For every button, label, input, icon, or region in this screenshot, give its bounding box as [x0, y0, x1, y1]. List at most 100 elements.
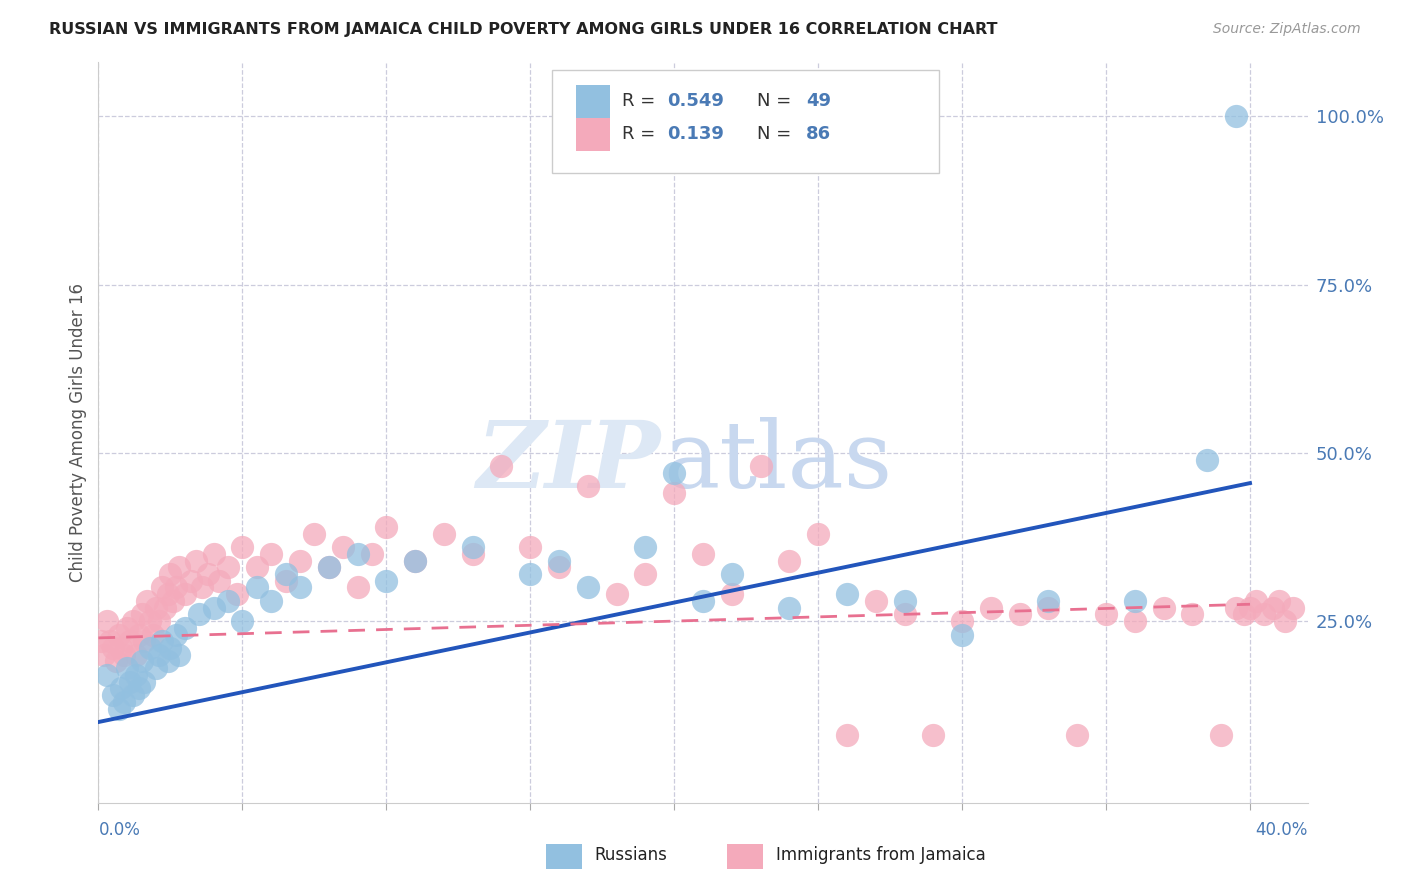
Point [361, 547, 384, 561]
Text: 0.0%: 0.0% [98, 822, 141, 839]
Point [288, 581, 311, 595]
Text: 86: 86 [806, 125, 831, 144]
Point [217, 594, 239, 608]
Text: Source: ZipAtlas.com: Source: ZipAtlas.com [1213, 22, 1361, 37]
Point [1181, 607, 1204, 622]
Point [720, 566, 742, 581]
Point [1239, 600, 1261, 615]
Point [159, 640, 181, 655]
Point [110, 640, 132, 655]
Point [167, 648, 190, 662]
Point [104, 655, 127, 669]
Point [778, 553, 800, 567]
Point [120, 634, 142, 648]
Point [519, 540, 541, 554]
Point [115, 621, 138, 635]
Y-axis label: Child Poverty Among Girls Under 16: Child Poverty Among Girls Under 16 [69, 283, 87, 582]
Point [922, 729, 945, 743]
Point [1195, 452, 1218, 467]
Point [720, 587, 742, 601]
Point [162, 594, 184, 608]
Point [274, 566, 297, 581]
Point [101, 688, 124, 702]
Point [1066, 729, 1088, 743]
Point [165, 581, 187, 595]
Point [1038, 594, 1060, 608]
Point [1244, 594, 1267, 608]
Point [202, 547, 225, 561]
Point [107, 701, 129, 715]
Point [107, 627, 129, 641]
Point [139, 640, 162, 655]
Point [173, 587, 195, 601]
Point [191, 581, 214, 595]
Point [115, 661, 138, 675]
Point [461, 540, 484, 554]
Point [950, 627, 973, 641]
Point [125, 668, 148, 682]
Point [217, 560, 239, 574]
Point [1008, 607, 1031, 622]
Point [136, 594, 159, 608]
Point [231, 540, 253, 554]
Point [318, 560, 340, 574]
Point [148, 614, 170, 628]
Point [1211, 729, 1233, 743]
Point [576, 479, 599, 493]
Point [1274, 614, 1296, 628]
Point [131, 607, 153, 622]
Text: Immigrants from Jamaica: Immigrants from Jamaica [776, 846, 986, 863]
Point [202, 600, 225, 615]
Point [950, 614, 973, 628]
Text: atlas: atlas [664, 417, 893, 508]
Point [664, 486, 686, 500]
Point [332, 540, 354, 554]
Point [131, 655, 153, 669]
Point [153, 600, 176, 615]
Point [122, 688, 145, 702]
Point [93, 648, 115, 662]
Point [112, 695, 135, 709]
Point [188, 607, 211, 622]
Point [1095, 607, 1118, 622]
Point [139, 614, 162, 628]
Text: 49: 49 [806, 92, 831, 110]
Point [134, 674, 156, 689]
Point [893, 594, 915, 608]
FancyBboxPatch shape [576, 85, 610, 118]
FancyBboxPatch shape [576, 118, 610, 152]
Point [165, 627, 187, 641]
Text: RUSSIAN VS IMMIGRANTS FROM JAMAICA CHILD POVERTY AMONG GIRLS UNDER 16 CORRELATIO: RUSSIAN VS IMMIGRANTS FROM JAMAICA CHILD… [49, 22, 998, 37]
Text: Russians: Russians [595, 846, 666, 863]
Point [180, 574, 202, 588]
Point [692, 594, 714, 608]
Point [128, 627, 150, 641]
Point [835, 729, 858, 743]
Point [186, 553, 208, 567]
Point [110, 681, 132, 696]
Point [304, 526, 326, 541]
Point [778, 600, 800, 615]
Point [150, 581, 173, 595]
Point [404, 553, 426, 567]
Text: N =: N = [758, 125, 792, 144]
Point [375, 574, 398, 588]
Point [634, 566, 657, 581]
Point [90, 634, 112, 648]
Text: 40.0%: 40.0% [1256, 822, 1308, 839]
Point [173, 621, 195, 635]
Point [150, 634, 173, 648]
Point [145, 600, 167, 615]
Point [1233, 607, 1256, 622]
Point [1282, 600, 1305, 615]
Point [156, 587, 179, 601]
Point [142, 627, 165, 641]
Point [807, 526, 830, 541]
Text: R =: R = [621, 125, 655, 144]
FancyBboxPatch shape [551, 70, 939, 173]
Text: 0.139: 0.139 [666, 125, 724, 144]
Point [246, 560, 269, 574]
Point [128, 681, 150, 696]
Point [1261, 600, 1284, 615]
Point [1253, 607, 1275, 622]
